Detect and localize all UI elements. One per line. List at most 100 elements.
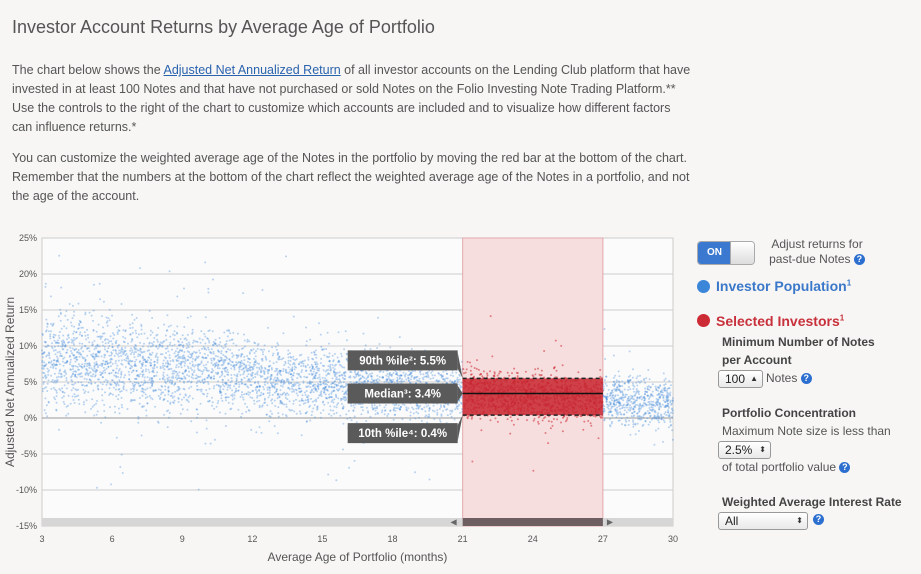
population-point (199, 363, 202, 366)
population-point (407, 377, 410, 380)
population-point (170, 382, 173, 385)
population-point (173, 399, 176, 402)
population-point (85, 371, 88, 374)
population-point (138, 361, 141, 363)
population-point (306, 382, 309, 385)
population-point (139, 350, 142, 353)
population-point (118, 329, 121, 332)
population-point (177, 389, 180, 392)
population-point (102, 326, 104, 329)
adjusted-return-link[interactable]: Adjusted Net Annualized Return (163, 63, 341, 77)
population-point (651, 395, 654, 398)
population-point (122, 381, 125, 383)
population-point (328, 360, 331, 363)
population-point (126, 355, 129, 358)
population-point (610, 405, 613, 408)
population-point (405, 408, 408, 411)
population-point (309, 370, 312, 373)
population-point (118, 388, 121, 390)
population-point (365, 372, 368, 375)
population-point (225, 342, 228, 345)
population-point (367, 374, 370, 377)
population-point (252, 376, 255, 379)
population-point (268, 386, 271, 389)
population-point (626, 416, 629, 419)
population-point (620, 397, 623, 400)
population-point (632, 423, 635, 426)
population-point (660, 414, 663, 417)
returns-scatter-chart[interactable]: 25%20%15%10%5%0%-5%-10%-15%90th %ile²: 5… (0, 228, 690, 574)
population-point (115, 395, 118, 398)
population-point (223, 385, 226, 388)
population-point (440, 406, 442, 408)
population-point (191, 332, 194, 335)
selected-investor-point (466, 416, 469, 419)
population-point (650, 418, 653, 421)
population-point (124, 337, 127, 340)
population-point (616, 400, 619, 403)
population-point (304, 399, 307, 402)
population-point (213, 438, 216, 441)
population-point (115, 383, 117, 386)
population-point (143, 358, 146, 361)
population-point (155, 354, 157, 357)
population-point (238, 385, 241, 388)
population-point (361, 375, 364, 378)
population-point (664, 401, 667, 403)
population-point (242, 398, 245, 401)
population-point (343, 392, 346, 395)
population-point (186, 344, 189, 347)
population-point (279, 399, 282, 402)
population-point (328, 396, 331, 399)
population-point (621, 391, 624, 394)
population-point (140, 332, 143, 335)
population-point (168, 416, 170, 419)
population-point (218, 411, 221, 414)
population-point (658, 417, 661, 420)
population-point (95, 355, 98, 358)
population-point (174, 350, 177, 353)
population-point (133, 346, 136, 349)
population-point (196, 341, 199, 343)
population-point (133, 399, 136, 402)
population-point (259, 348, 262, 351)
population-point (167, 325, 170, 328)
population-point (316, 367, 319, 370)
population-point (337, 359, 340, 362)
population-point (431, 374, 434, 377)
population-point (235, 389, 237, 392)
population-point (408, 380, 411, 382)
population-point (223, 358, 226, 361)
population-point (80, 381, 83, 384)
population-point (627, 382, 630, 384)
page-title: Investor Account Returns by Average Age … (12, 17, 435, 37)
population-point (106, 350, 109, 353)
population-point (150, 364, 153, 367)
population-point (416, 375, 419, 378)
population-point (298, 387, 301, 390)
population-point (392, 378, 395, 381)
population-point (333, 412, 336, 415)
population-point (55, 408, 58, 411)
population-point (279, 401, 282, 404)
population-point (296, 377, 299, 379)
population-point (166, 426, 169, 429)
population-point (115, 388, 117, 391)
population-point (188, 370, 190, 373)
population-point (167, 386, 170, 389)
population-point (139, 353, 141, 356)
population-point (44, 397, 47, 400)
population-point (631, 397, 634, 400)
population-point (227, 396, 230, 399)
population-point (178, 387, 181, 390)
population-point (56, 351, 59, 354)
population-point (623, 413, 625, 416)
population-point (168, 343, 171, 346)
population-point (460, 401, 462, 404)
population-point (261, 351, 264, 353)
population-point (106, 361, 109, 364)
population-point (227, 363, 230, 366)
population-point (138, 349, 141, 352)
population-point (611, 391, 614, 394)
population-point (197, 365, 199, 368)
